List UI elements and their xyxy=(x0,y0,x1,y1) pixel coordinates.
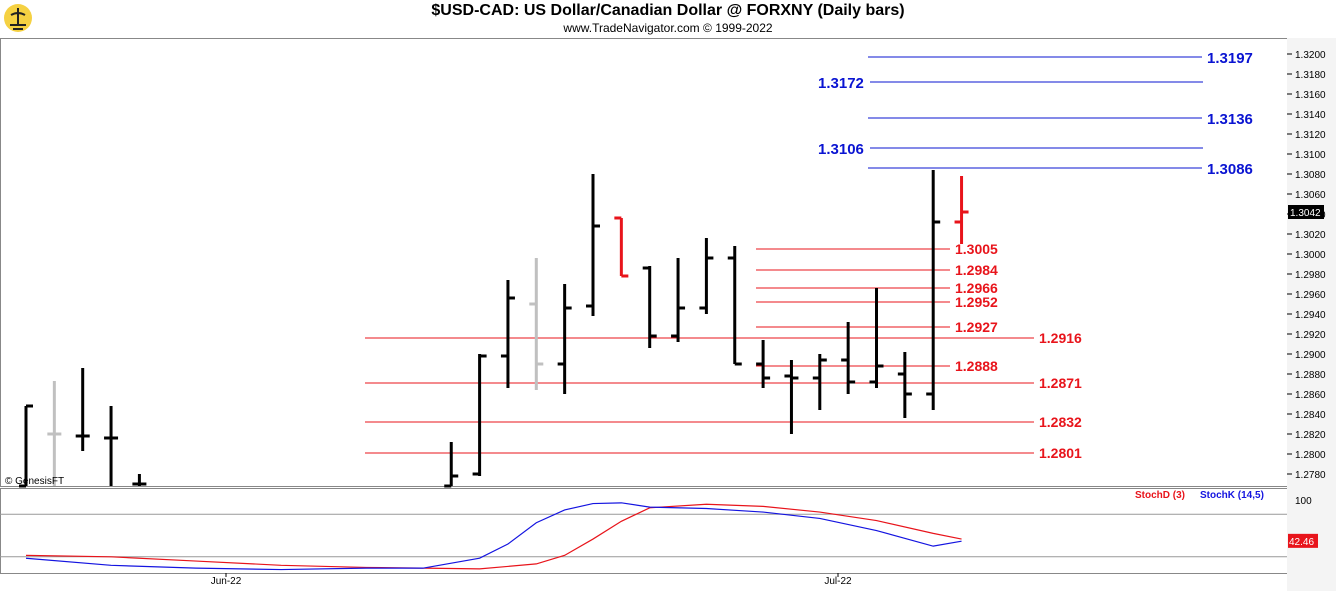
stoch-legend-d: StochD (3) xyxy=(1135,490,1185,501)
price-bars xyxy=(19,170,969,488)
y-tick-label: 1.2960 xyxy=(1295,290,1326,301)
y-tick-label: 1.3000 xyxy=(1295,250,1326,261)
y-tick-label: 1.3140 xyxy=(1295,110,1326,121)
y-tick-label: 1.3020 xyxy=(1295,230,1326,241)
red-level-label: 1.2801 xyxy=(1039,445,1082,461)
blue-level-label: 1.3136 xyxy=(1207,111,1253,128)
y-tick-label: 1.3060 xyxy=(1295,190,1326,201)
chart-frames xyxy=(0,38,1336,591)
logo-icon xyxy=(4,4,32,32)
watermark: © GenesisFT xyxy=(5,476,64,487)
y-tick-label: 1.3120 xyxy=(1295,130,1326,141)
ohlc-bar xyxy=(75,368,90,451)
red-level-label: 1.2832 xyxy=(1039,414,1082,430)
y-tick-label: 1.2800 xyxy=(1295,450,1326,461)
red-level-label: 1.2871 xyxy=(1039,375,1082,391)
y-tick-label: 1.3200 xyxy=(1295,50,1326,61)
ohlc-bar xyxy=(897,352,912,418)
y-tick-label: 1.3100 xyxy=(1295,150,1326,161)
red-level-label: 1.2916 xyxy=(1039,330,1082,346)
chart-title: $USD-CAD: US Dollar/Canadian Dollar @ FO… xyxy=(431,2,905,19)
ohlc-bar xyxy=(841,322,856,394)
blue-level-label: 1.3106 xyxy=(818,141,864,158)
x-tick-label: Jul-22 xyxy=(824,576,852,587)
ohlc-bar xyxy=(586,174,600,316)
stoch-legend-k: StochK (14,5) xyxy=(1200,490,1264,501)
ohlc-bar xyxy=(642,266,657,348)
y-tick-label: 1.3180 xyxy=(1295,70,1326,81)
blue-level-label: 1.3197 xyxy=(1207,50,1253,67)
ohlc-bar xyxy=(784,360,799,434)
last-price-box xyxy=(1288,205,1324,219)
y-tick-label: 1.2840 xyxy=(1295,410,1326,421)
y-tick-label: 1.2820 xyxy=(1295,430,1326,441)
stoch-series-line xyxy=(25,502,962,571)
y-tick-label: 1.2920 xyxy=(1295,330,1326,341)
ohlc-bar xyxy=(500,280,515,388)
y-tick-label: 1.3080 xyxy=(1295,170,1326,181)
y-tick-label: 1.2860 xyxy=(1295,390,1326,401)
ohlc-bar xyxy=(727,246,742,366)
stoch-last-value-box xyxy=(1288,533,1318,548)
ohlc-bar xyxy=(671,258,686,342)
y-tick-label: 1.2880 xyxy=(1295,370,1326,381)
y-axis: 1.2780 1.2800 1.2820 1.2840 1.2860 1.2880 1.29… xyxy=(1287,50,1326,481)
ohlc-bar xyxy=(756,340,771,388)
stoch-y-tick-label: 100 xyxy=(1295,496,1312,507)
ohlc-bar xyxy=(926,170,941,410)
axis-background xyxy=(1287,38,1336,591)
ohlc-bar xyxy=(954,176,969,244)
y-tick-label: 1.2940 xyxy=(1295,310,1326,321)
y-tick-label: 1.2900 xyxy=(1295,350,1326,361)
ohlc-bar xyxy=(869,288,884,388)
red-level-label: 1.2966 xyxy=(955,280,998,296)
stoch-series-line xyxy=(25,503,962,570)
x-axis: Jun-22 Jul-22 xyxy=(211,573,852,587)
stochastic-panel: 100 StochD (3) StochK (14,5) 42.46 xyxy=(0,490,1318,571)
y-tick-label: 1.3160 xyxy=(1295,90,1326,101)
ohlc-bar xyxy=(47,381,62,486)
stoch-last-value-label: 42.46 xyxy=(1289,537,1314,548)
ohlc-bar xyxy=(699,238,714,314)
ohlc-bar xyxy=(529,258,544,390)
red-level-label: 1.2927 xyxy=(955,319,998,335)
y-tick-label: 1.2780 xyxy=(1295,470,1326,481)
x-tick-label: Jun-22 xyxy=(211,576,242,587)
price-panel-frame xyxy=(0,38,1288,487)
y-tick-label: 1.2980 xyxy=(1295,270,1326,281)
ohlc-bar xyxy=(614,216,629,278)
ohlc-bar xyxy=(557,284,572,394)
red-level-label: 1.2984 xyxy=(955,262,998,278)
blue-level-label: 1.3086 xyxy=(1207,161,1253,178)
chart-subtitle: www.TradeNavigator.com © 1999-2022 xyxy=(563,21,773,35)
ohlc-bar xyxy=(132,474,147,486)
red-level-label: 1.2952 xyxy=(955,294,998,310)
last-price-label: 1.3042 xyxy=(1290,208,1321,219)
red-level-label: 1.3005 xyxy=(955,241,998,257)
ohlc-bar xyxy=(444,442,459,488)
blue-level-label: 1.3172 xyxy=(818,75,864,92)
ohlc-bar xyxy=(19,404,33,488)
ohlc-bar xyxy=(812,354,827,410)
red-level-label: 1.2888 xyxy=(955,358,998,374)
stoch-panel-frame xyxy=(0,488,1288,574)
ohlc-bar xyxy=(104,406,119,486)
ohlc-bar xyxy=(472,354,487,476)
